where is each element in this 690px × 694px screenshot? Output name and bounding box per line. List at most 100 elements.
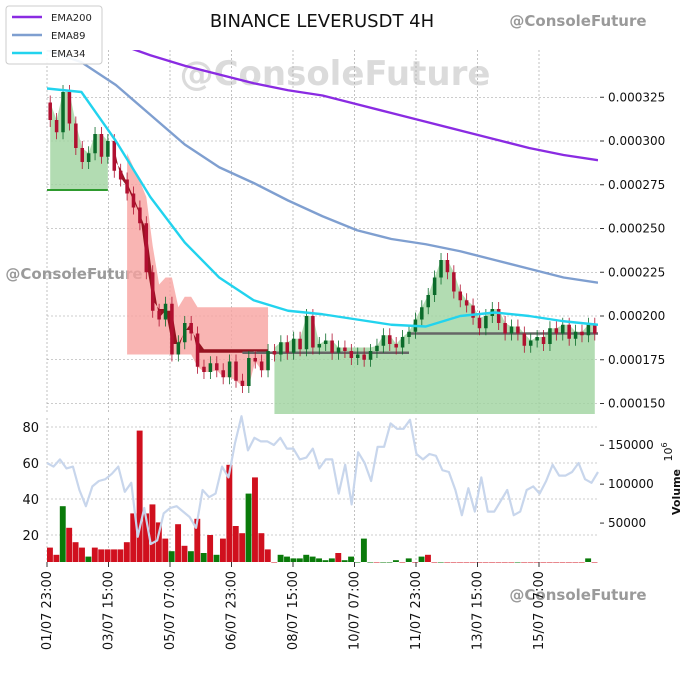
volume-bar [168,551,175,562]
volume-bar [130,513,137,562]
volume-bar [360,538,367,562]
volume-bar [175,524,182,562]
volume-bar [136,430,143,562]
price-grid [46,50,598,414]
volume-bar [123,542,130,562]
volume-bar [232,526,239,562]
volume-bar [47,547,53,562]
price-candles [48,85,597,393]
volume-axis-exponent-power: 6 [660,442,669,447]
price-candle-body [125,179,129,194]
price-candle-body [157,310,161,320]
volume-bar [213,554,220,562]
price-candle-body [189,323,193,334]
price-candle-body [484,316,488,329]
price-candle-body [311,316,315,348]
price-candle-body [522,333,527,346]
volume-left-tick-label: 80 [22,421,39,436]
volume-bar [200,553,207,562]
price-tick-label: 0.000325 [608,90,665,104]
volume-bar [117,549,124,562]
volume-bar [348,556,355,562]
price-ema-lines [47,50,598,328]
price-candle-body [432,277,437,295]
volume-left-tick-label: 40 [22,493,39,508]
volume-bar [79,547,85,562]
price-candle-body [112,141,117,171]
price-candle-body [106,141,110,157]
volume-bar [392,560,399,562]
price-candle-body [593,324,597,334]
price-candle-body [503,323,507,334]
price-candle-body [80,148,85,162]
volume-bar [59,506,66,562]
price-candle-body [573,331,578,339]
price-candle-body [439,260,443,278]
price-candle-body [548,328,552,344]
price-candle-body [458,291,463,301]
price-candle-body [516,326,520,334]
volume-bar [162,538,169,562]
volume-bar [482,562,489,563]
price-candle-body [355,354,360,358]
volume-bar [469,562,476,563]
x-tick-label: 03/07 15:00 [102,571,117,650]
volume-bar [450,562,457,563]
volume-bar [540,562,547,563]
volume-bar [258,533,265,562]
price-candle-body [48,102,52,120]
volume-bar [585,558,592,562]
price-candle-body [477,317,482,329]
price-candle-body [554,328,559,334]
volume-bar [309,556,316,562]
price-candle-body [464,300,469,306]
watermark-top-right: @ConsoleFuture [509,12,646,30]
x-tick-label: 11/07 23:00 [409,571,424,650]
price-candle-body [304,316,309,350]
volume-oscillator-polyline [46,415,599,546]
price-candle-body [253,358,257,362]
volume-bar [527,562,534,563]
volume-bar [521,562,528,563]
price-candle-body [234,361,238,381]
price-candle-body [150,272,155,311]
price-candle-body [138,207,142,224]
volume-bar [386,562,393,563]
price-candle-body [202,366,206,372]
volume-axis-exponent: 106 [660,442,675,461]
volume-bar [328,558,335,562]
price-candle-body [375,345,379,351]
price-candle-body [208,363,213,372]
price-candle-body [298,338,302,350]
volume-bar [322,560,329,562]
price-candle-body [496,309,501,323]
volume-bar [489,562,495,563]
volume-bar [91,547,98,562]
volume-bar [155,522,162,562]
price-candle-body [509,326,514,334]
x-tick-label: 13/07 15:00 [471,571,486,650]
price-candle-body [259,361,264,371]
volume-bar [501,562,508,563]
price-candle-body [247,358,251,386]
legend-label-ema34: EMA34 [51,49,86,60]
volume-bar [412,562,419,563]
volume-bar [431,562,438,563]
watermark-bottom-right: @ConsoleFuture [509,586,646,604]
volume-bar [559,562,566,563]
x-tick-label: 15/07 07:00 [532,571,547,650]
cloud-red [127,153,269,386]
price-tick-label: 0.000300 [608,134,665,148]
price-candle-body [452,272,456,292]
x-tick-label: 10/07 07:00 [348,571,363,650]
price-candle-body [330,340,334,353]
volume-bar [72,542,79,562]
price-candle-body [61,92,65,133]
volume-right-tick-label: 100000 [608,477,654,491]
price-candle-body [86,153,91,162]
volume-bar [98,549,105,562]
volume-bar [194,518,201,562]
volume-bar [239,533,246,562]
price-candle-body [349,351,354,358]
